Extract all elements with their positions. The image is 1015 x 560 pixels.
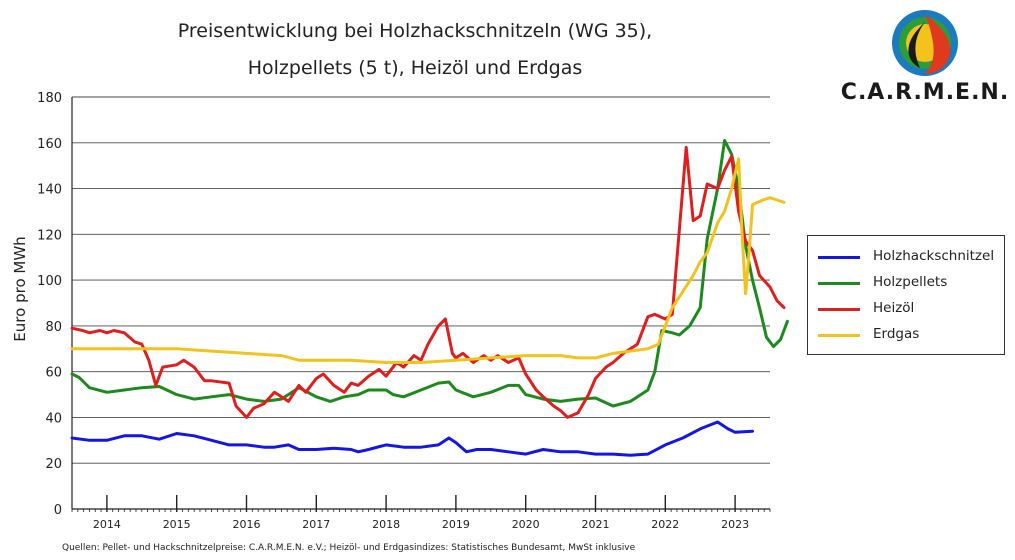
series-lines: [70, 139, 789, 457]
legend-swatch-holzhackschnitzel: [818, 256, 860, 259]
y-tick-label: 20: [45, 457, 62, 472]
x-tick-label: 2018: [372, 518, 400, 531]
legend-label: Heizöl: [873, 300, 915, 316]
x-tick-label: 2019: [442, 518, 470, 531]
series-line-heizl: [70, 145, 786, 419]
carmen-flame-icon: [892, 10, 958, 76]
y-tick-label: 140: [37, 183, 62, 198]
gridlines: [72, 96, 770, 464]
x-tick-label: 2023: [721, 518, 749, 531]
legend-swatch-heizoel: [818, 308, 860, 311]
chart-title-line-2: Holzpellets (5 t), Heizöl und Erdgas: [247, 57, 583, 79]
x-tick-label: 2014: [93, 518, 121, 531]
legend-label: Holzhackschnitzel: [873, 248, 995, 264]
y-tick-labels: 0 20 40 60 80 100 120 140 160 180: [37, 91, 62, 518]
series-line-holzpellets: [70, 139, 789, 408]
x-tick-labels: 2014 2015 2016 2017 2018 2019 2020 2021 2022 2023: [93, 518, 749, 531]
y-tick-label: 160: [37, 137, 62, 152]
logo-text: C.A.R.M.E.N.: [840, 80, 1010, 105]
legend-item-holzhackschnitzel: Holzhackschnitzel: [818, 248, 1003, 268]
y-axis-label: Euro pro MWh: [11, 236, 29, 342]
x-tick-label: 2015: [163, 518, 191, 531]
carmen-logo: C.A.R.M.E.N.: [840, 8, 1010, 108]
y-tick-label: 100: [37, 274, 62, 289]
legend-swatch-holzpellets: [818, 282, 860, 285]
legend-swatch-erdgas: [818, 334, 860, 337]
source-note: Quellen: Pellet- und Hackschnitzelpreise…: [62, 543, 636, 553]
x-tick-label: 2017: [302, 518, 330, 531]
x-tick-label: 2016: [233, 518, 261, 531]
series-line-erdgas: [70, 157, 786, 364]
y-tick-label: 120: [37, 228, 62, 243]
legend-item-erdgas: Erdgas: [818, 326, 1003, 346]
axes: [71, 97, 771, 512]
series-line-holzhackschnitzel: [70, 420, 754, 457]
y-tick-label: 80: [45, 320, 62, 335]
x-tick-label: 2021: [582, 518, 610, 531]
legend-label: Holzpellets: [873, 274, 948, 290]
legend-label: Erdgas: [873, 326, 920, 342]
y-tick-label: 40: [45, 411, 62, 426]
legend-item-holzpellets: Holzpellets: [818, 274, 1003, 294]
y-tick-label: 60: [45, 366, 62, 381]
y-tick-label: 0: [54, 503, 62, 518]
chart-legend: Holzhackschnitzel Holzpellets Heizöl Erd…: [807, 235, 1005, 355]
chart-title-line-1: Preisentwicklung bei Holzhackschnitzeln …: [177, 20, 653, 42]
legend-item-heizoel: Heizöl: [818, 300, 1003, 320]
y-tick-label: 180: [37, 91, 62, 106]
x-tick-label: 2022: [651, 518, 679, 531]
x-tick-label: 2020: [512, 518, 540, 531]
